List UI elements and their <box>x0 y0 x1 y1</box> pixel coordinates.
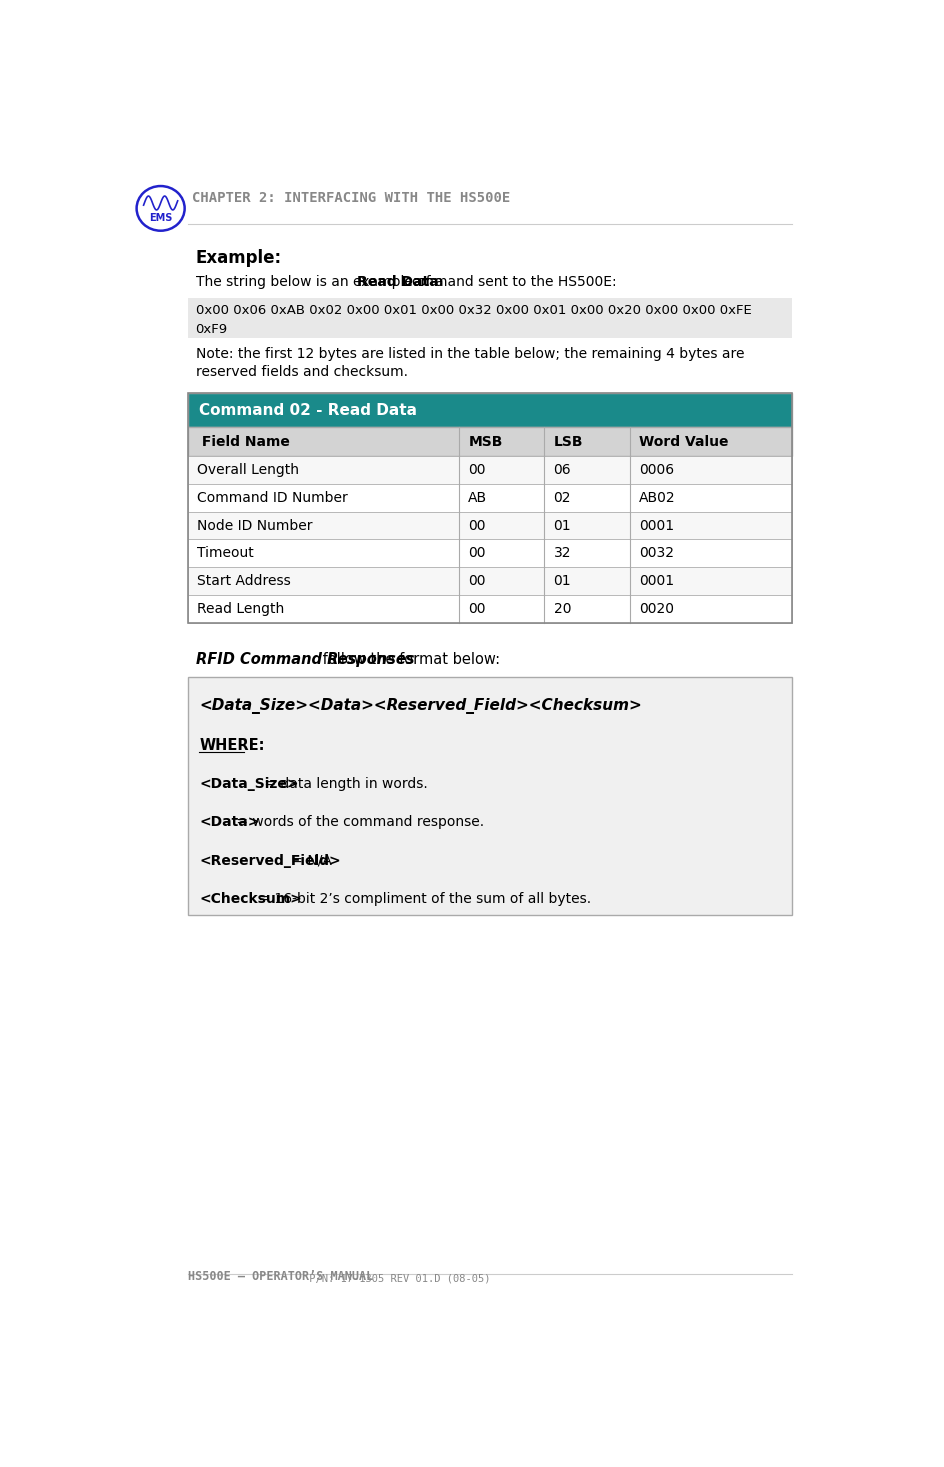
Text: <Reserved_Field>: <Reserved_Field> <box>199 854 341 867</box>
Text: reserved fields and checksum.: reserved fields and checksum. <box>195 365 408 380</box>
Text: Start Address: Start Address <box>197 574 291 588</box>
Text: = 16-bit 2’s compliment of the sum of all bytes.: = 16-bit 2’s compliment of the sum of al… <box>254 892 592 907</box>
Text: Command 02 - Read Data: Command 02 - Read Data <box>199 402 417 418</box>
Text: Word Value: Word Value <box>639 434 729 449</box>
Text: 00: 00 <box>468 464 486 477</box>
Text: WHERE:: WHERE: <box>199 738 265 753</box>
Text: command sent to the HS500E:: command sent to the HS500E: <box>400 274 616 289</box>
Text: <Data_Size>: <Data_Size> <box>199 776 299 791</box>
Text: P/N: 17-1305 REV 01.D (08-05): P/N: 17-1305 REV 01.D (08-05) <box>303 1273 490 1284</box>
Text: Read Length: Read Length <box>197 601 284 616</box>
Text: = data length in words.: = data length in words. <box>260 776 428 791</box>
Text: 01: 01 <box>553 574 571 588</box>
Text: follow the format below:: follow the format below: <box>318 651 500 667</box>
Text: 0001: 0001 <box>639 519 674 533</box>
FancyBboxPatch shape <box>188 596 792 622</box>
Text: 01: 01 <box>553 519 571 533</box>
Ellipse shape <box>137 186 185 230</box>
Text: 00: 00 <box>468 601 486 616</box>
Text: 06: 06 <box>553 464 571 477</box>
FancyBboxPatch shape <box>188 393 792 427</box>
Text: 00: 00 <box>468 574 486 588</box>
Text: Example:: Example: <box>195 249 281 267</box>
Text: 00: 00 <box>468 546 486 560</box>
Text: 0001: 0001 <box>639 574 674 588</box>
Text: 0032: 0032 <box>639 546 674 560</box>
FancyBboxPatch shape <box>188 427 792 456</box>
Text: EMS: EMS <box>149 213 173 223</box>
Text: Timeout: Timeout <box>197 546 254 560</box>
Text: Overall Length: Overall Length <box>197 464 299 477</box>
Bar <box>188 393 792 622</box>
Text: CHAPTER 2: INTERFACING WITH THE HS500E: CHAPTER 2: INTERFACING WITH THE HS500E <box>192 191 510 204</box>
Text: Note: the first 12 bytes are listed in the table below; the remaining 4 bytes ar: Note: the first 12 bytes are listed in t… <box>195 348 744 361</box>
Text: 00: 00 <box>468 519 486 533</box>
Text: Read Data: Read Data <box>358 274 439 289</box>
Text: = N/A: = N/A <box>287 854 332 867</box>
Text: = words of the command response.: = words of the command response. <box>232 816 484 829</box>
FancyBboxPatch shape <box>188 540 792 568</box>
Text: AB02: AB02 <box>639 491 675 505</box>
FancyBboxPatch shape <box>188 676 792 915</box>
Text: RFID Command Responses: RFID Command Responses <box>195 651 414 667</box>
Text: <Checksum>: <Checksum> <box>199 892 302 907</box>
Text: AB: AB <box>468 491 487 505</box>
Text: LSB: LSB <box>553 434 583 449</box>
FancyBboxPatch shape <box>188 568 792 596</box>
Text: <Data>: <Data> <box>199 816 260 829</box>
Text: <Data_Size><Data><Reserved_Field><Checksum>: <Data_Size><Data><Reserved_Field><Checks… <box>199 698 642 714</box>
Text: 20: 20 <box>553 601 571 616</box>
Text: Field Name: Field Name <box>197 434 290 449</box>
Text: 0xF9: 0xF9 <box>195 323 228 336</box>
Text: MSB: MSB <box>468 434 502 449</box>
Text: The string below is an example of a: The string below is an example of a <box>195 274 447 289</box>
Text: 02: 02 <box>553 491 571 505</box>
FancyBboxPatch shape <box>188 484 792 512</box>
FancyBboxPatch shape <box>188 298 792 337</box>
FancyBboxPatch shape <box>188 456 792 484</box>
Text: 0006: 0006 <box>639 464 674 477</box>
Text: 32: 32 <box>553 546 571 560</box>
Text: 0x00 0x06 0xAB 0x02 0x00 0x01 0x00 0x32 0x00 0x01 0x00 0x20 0x00 0x00 0xFE: 0x00 0x06 0xAB 0x02 0x00 0x01 0x00 0x32 … <box>195 304 751 317</box>
Text: 0020: 0020 <box>639 601 674 616</box>
Text: Node ID Number: Node ID Number <box>197 519 312 533</box>
Text: Command ID Number: Command ID Number <box>197 491 347 505</box>
FancyBboxPatch shape <box>188 512 792 540</box>
Text: HS500E – OPERATOR’S MANUAL: HS500E – OPERATOR’S MANUAL <box>188 1270 373 1284</box>
